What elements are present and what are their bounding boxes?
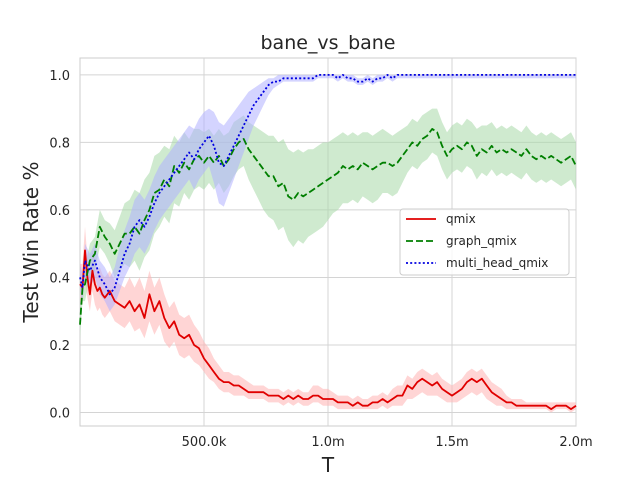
y-tick-label: 1.0 (49, 69, 70, 84)
legend-label-graph-qmix: graph_qmix (446, 234, 517, 248)
legend-label-qmix: qmix (446, 212, 476, 226)
chart-title: bane_vs_bane (260, 32, 395, 54)
x-tick-labels: 500.0k 1.0m 1.5m 2.0m (182, 435, 593, 450)
x-tick-label: 1.5m (435, 435, 468, 450)
legend-label-multi-head-qmix: multi_head_qmix (446, 256, 548, 270)
series-line-multi-head-qmix (79, 74, 576, 296)
x-tick-label: 1.0m (311, 435, 344, 450)
x-axis-label: T (321, 453, 335, 477)
y-tick-label: 0.4 (49, 271, 70, 286)
confidence-bands (80, 74, 576, 413)
y-axis-label: Test Win Rate % (19, 162, 43, 324)
y-tick-labels: 0.0 0.2 0.4 0.6 0.8 1.0 (49, 69, 70, 422)
y-tick-label: 0.6 (49, 204, 70, 219)
x-tick-label: 500.0k (182, 435, 227, 450)
band-qmix (80, 226, 576, 413)
legend-box (399, 208, 570, 276)
y-tick-label: 0.0 (49, 406, 70, 421)
band-multi-head-qmix (80, 74, 576, 312)
x-tick-label: 2.0m (559, 435, 592, 450)
series-lines (79, 74, 577, 410)
y-tick-label: 0.2 (49, 339, 70, 354)
y-tick-label: 0.8 (49, 136, 70, 151)
series-line-qmix (79, 249, 577, 410)
series-line-graph-qmix (79, 128, 577, 325)
legend: qmix graph_qmix multi_head_qmix (399, 208, 570, 276)
